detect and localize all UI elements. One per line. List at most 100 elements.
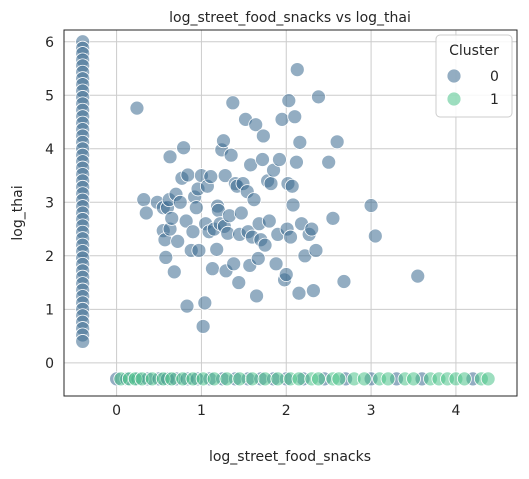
data-point-cluster-0 — [292, 134, 308, 150]
data-point-cluster-0 — [272, 152, 287, 167]
data-point-cluster-0 — [289, 154, 304, 170]
x-tick-label: 1 — [197, 403, 206, 419]
data-point-cluster-0 — [231, 275, 247, 290]
x-tick-label: 3 — [367, 403, 376, 419]
data-point-cluster-1 — [206, 371, 222, 387]
data-point-cluster-0 — [284, 178, 300, 194]
data-point-cluster-0 — [179, 298, 195, 314]
data-point-cluster-0 — [311, 89, 326, 105]
data-point-cluster-0 — [216, 133, 231, 149]
data-point-cluster-0 — [191, 243, 207, 258]
data-point-cluster-1 — [291, 371, 307, 387]
data-point-cluster-1 — [232, 371, 248, 387]
data-point-cluster-0 — [308, 243, 324, 258]
data-point-cluster-0 — [249, 288, 264, 304]
data-point-cluster-0 — [170, 233, 186, 249]
data-point-cluster-0 — [281, 93, 297, 109]
legend-label-0: 0 — [490, 69, 499, 85]
data-point-cluster-0 — [336, 274, 352, 289]
legend-marker-0 — [446, 68, 462, 84]
y-axis-ticks: 0 1 2 3 4 5 6 — [45, 35, 54, 372]
data-point-cluster-0 — [176, 140, 192, 156]
data-point-cluster-0 — [268, 256, 284, 272]
data-point-cluster-0 — [306, 283, 321, 298]
data-point-cluster-0 — [164, 210, 180, 226]
data-point-cluster-0 — [166, 264, 182, 280]
data-point-cluster-1 — [380, 371, 396, 387]
data-point-cluster-0 — [255, 128, 271, 144]
data-point-cluster-0 — [138, 205, 154, 221]
data-point-cluster-0 — [225, 95, 241, 111]
legend: Cluster 0 1 — [435, 34, 513, 118]
data-point-cluster-0 — [217, 168, 233, 183]
data-point-cluster-0 — [185, 224, 201, 240]
y-tick-label: 3 — [45, 195, 54, 211]
data-point-cluster-1 — [257, 371, 273, 387]
data-point-cluster-0 — [363, 198, 379, 213]
data-point-cluster-0 — [203, 169, 219, 185]
data-point-cluster-0 — [255, 152, 270, 167]
y-axis-label: log_thai — [10, 185, 26, 240]
data-point-cluster-0 — [205, 261, 220, 277]
y-tick-label: 6 — [45, 35, 54, 51]
data-point-cluster-0 — [263, 176, 279, 191]
data-point-cluster-0 — [250, 251, 266, 266]
x-tick-label: 0 — [112, 403, 121, 419]
data-point-cluster-0 — [75, 334, 91, 349]
x-axis-label: log_street_food_snacks — [209, 449, 371, 465]
y-tick-label: 5 — [45, 88, 54, 104]
x-axis-ticks: 0 1 2 3 4 — [112, 403, 460, 419]
data-point-cluster-0 — [162, 149, 178, 165]
data-point-cluster-0 — [195, 319, 211, 334]
data-point-cluster-0 — [285, 197, 301, 213]
data-point-cluster-1 — [457, 371, 472, 387]
data-point-cluster-0 — [367, 228, 383, 244]
data-point-cluster-1 — [219, 371, 235, 387]
data-point-cluster-0 — [329, 134, 345, 150]
data-point-cluster-1 — [331, 371, 347, 387]
legend-title: Cluster — [449, 43, 499, 59]
data-point-cluster-0 — [261, 213, 277, 229]
data-point-cluster-0 — [291, 285, 307, 301]
data-point-cluster-0 — [248, 117, 264, 133]
data-point-cluster-0 — [410, 268, 426, 284]
data-point-cluster-0 — [233, 205, 249, 221]
plot-frame — [63, 29, 518, 397]
data-point-cluster-1 — [311, 371, 326, 387]
data-point-cluster-1 — [406, 371, 421, 387]
data-point-cluster-0 — [304, 221, 320, 237]
legend-marker-1 — [446, 91, 462, 107]
data-point-cluster-0 — [223, 147, 239, 163]
data-point-cluster-0 — [158, 250, 174, 265]
data-point-cluster-0 — [129, 100, 145, 116]
y-tick-label: 4 — [45, 142, 54, 158]
data-point-cluster-0 — [180, 167, 196, 183]
y-tick-label: 0 — [45, 356, 54, 372]
data-points — [75, 34, 496, 387]
data-point-cluster-0 — [178, 213, 194, 229]
data-point-cluster-1 — [244, 371, 260, 387]
data-point-cluster-1 — [480, 371, 496, 387]
data-point-cluster-0 — [136, 192, 152, 208]
x-tick-label: 4 — [451, 403, 460, 419]
data-point-cluster-0 — [226, 256, 242, 272]
data-point-cluster-0 — [278, 267, 294, 282]
data-point-cluster-0 — [321, 154, 337, 170]
data-point-cluster-0 — [289, 62, 305, 77]
data-point-cluster-0 — [246, 192, 262, 208]
data-point-cluster-1 — [356, 371, 372, 387]
legend-label-1: 1 — [490, 92, 499, 108]
y-tick-label: 1 — [45, 302, 54, 318]
data-point-cluster-0 — [287, 109, 303, 125]
data-point-cluster-0 — [257, 237, 273, 253]
data-point-cluster-0 — [188, 200, 204, 216]
data-point-cluster-0 — [172, 194, 188, 210]
data-point-cluster-0 — [209, 241, 225, 257]
x-tick-label: 2 — [282, 403, 291, 419]
data-point-cluster-0 — [325, 210, 341, 226]
y-tick-label: 2 — [45, 249, 54, 265]
data-point-cluster-1 — [270, 371, 286, 387]
data-point-cluster-0 — [274, 111, 290, 127]
